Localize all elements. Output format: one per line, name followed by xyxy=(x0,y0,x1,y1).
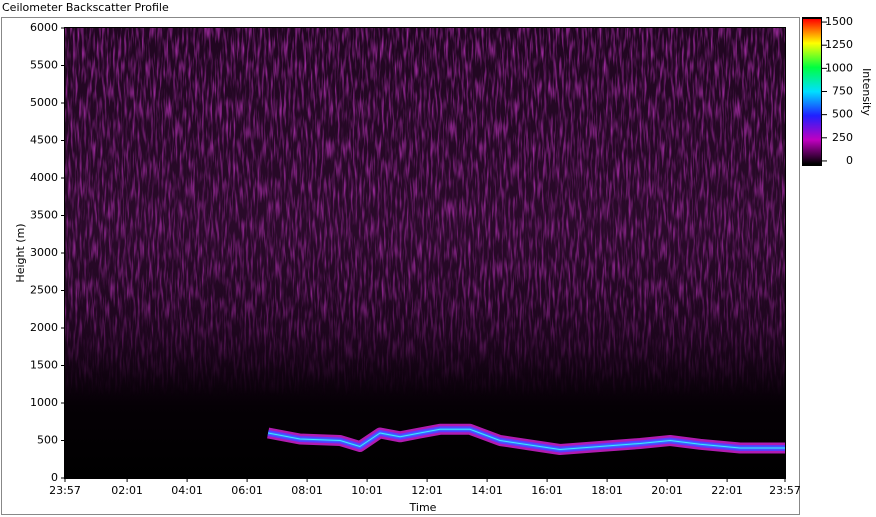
x-tick-label: 18:01 xyxy=(591,484,623,497)
x-tick-label: 06:01 xyxy=(231,484,263,497)
y-tick-label: 4500 xyxy=(30,134,58,147)
colorbar-tick-label: 750 xyxy=(832,85,853,98)
line-core xyxy=(268,428,785,450)
y-tick-label: 5500 xyxy=(30,59,58,72)
y-tick-label: 1000 xyxy=(30,396,58,409)
y-tick-label: 2500 xyxy=(30,284,58,297)
colorbar xyxy=(803,19,821,164)
x-tick-label: 16:01 xyxy=(531,484,563,497)
x-tick-label: 23:57 xyxy=(769,484,801,497)
y-tick-label: 2000 xyxy=(30,321,58,334)
colorbar-tick-label: 0 xyxy=(846,154,853,167)
x-axis-label: Time xyxy=(409,501,437,514)
colorbar-tick-label: 500 xyxy=(832,108,853,121)
y-tick-label: 500 xyxy=(37,434,58,447)
x-tick-label: 22:01 xyxy=(711,484,743,497)
y-tick-label: 6000 xyxy=(30,21,58,34)
y-tick-label: 3000 xyxy=(30,246,58,259)
y-tick-label: 0 xyxy=(51,471,58,484)
colorbar-tick-label: 1000 xyxy=(825,61,853,74)
colorbar-label: Intensity xyxy=(860,68,873,116)
y-tick-label: 5000 xyxy=(30,96,58,109)
x-tick-label: 10:01 xyxy=(351,484,383,497)
x-tick-label: 08:01 xyxy=(291,484,323,497)
x-tick-label: 20:01 xyxy=(651,484,683,497)
y-tick-label: 3500 xyxy=(30,209,58,222)
colorbar-tick-label: 250 xyxy=(832,131,853,144)
colorbar-tick-label: 1500 xyxy=(825,15,853,28)
x-tick-label: 12:01 xyxy=(411,484,443,497)
x-tick-label: 02:01 xyxy=(111,484,143,497)
x-tick-label: 23:57 xyxy=(49,484,81,497)
y-tick-label: 4000 xyxy=(30,171,58,184)
y-tick-label: 1500 xyxy=(30,359,58,372)
window-title: Ceilometer Backscatter Profile xyxy=(2,1,169,14)
heatmap-texture xyxy=(65,28,785,478)
y-axis-label: Height (m) xyxy=(14,223,27,282)
x-tick-label: 04:01 xyxy=(171,484,203,497)
x-tick-label: 14:01 xyxy=(471,484,503,497)
colorbar-tick-label: 1250 xyxy=(825,38,853,51)
